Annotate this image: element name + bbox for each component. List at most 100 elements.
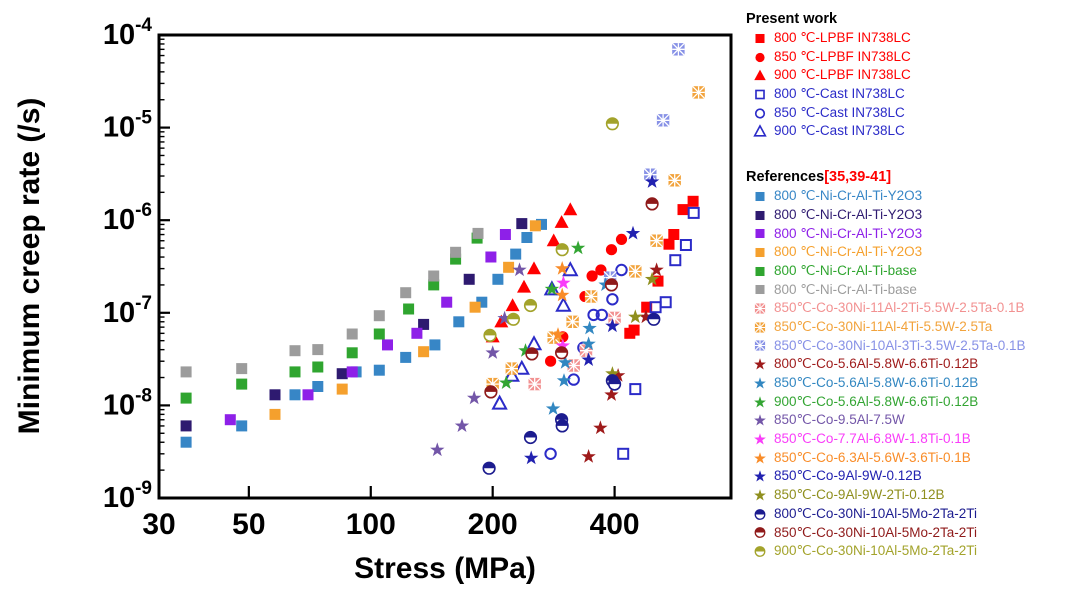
series-15 (581, 262, 664, 463)
legend-item-label: 800 ℃-Ni-Cr-Al-Ti-base (774, 262, 917, 278)
x-tick-label: 50 (232, 508, 265, 541)
square-marker-icon (746, 281, 774, 298)
series-21 (524, 174, 660, 465)
square-marker-icon (746, 319, 774, 336)
series-23 (482, 312, 661, 475)
legend-item-label: 850℃-Co-30Ni-10Al-3Ti-3.5W-2.5Ta-0.1B (774, 337, 1026, 353)
legend-item-label: 900℃-Co-30Ni-10Al-5Mo-2Ta-2Ti (774, 543, 977, 559)
legend-group-title-text: References (746, 169, 825, 186)
series-19 (555, 275, 571, 352)
triangle-marker-icon (746, 123, 774, 140)
legend-item-label: 800 ℃-Ni-Cr-Al-Ti-Y2O3 (774, 188, 923, 204)
legend-item-label: 850℃-Co-30Ni-10Al-5Mo-2Ta-2Ti (774, 524, 977, 540)
square-marker-icon (746, 337, 774, 354)
y-tick-label: 10-5 (103, 108, 153, 144)
legend-item: 850℃-Co-9.5Al-7.5W (746, 411, 1080, 430)
legend-item: 850℃-Co-30Ni-10Al-5Mo-2Ta-2Ti (746, 524, 1080, 543)
x-axis-title: Stress (MPa) (354, 552, 536, 585)
legend-item: 900℃-Co-30Ni-10Al-5Mo-2Ta-2Ti (746, 542, 1080, 561)
legend-item-label: 800 ℃-Ni-Cr-Al-Ti-Y2O3 (774, 206, 923, 222)
series-3 (617, 206, 700, 460)
legend-item-label: 800 ℃-Ni-Cr-Al-Ti-base (774, 281, 917, 297)
legend-item-label: 800℃-Co-5.6Al-5.8W-6.6Ti-0.12B (774, 356, 979, 372)
series-8 (224, 229, 511, 426)
legend-item: 800 ℃-Cast IN738LC (746, 85, 1080, 104)
circle-marker-icon (746, 524, 774, 541)
series-12 (528, 311, 622, 391)
legend-item: 850℃-Co-6.3Al-5.6W-3.6Ti-0.1B (746, 449, 1080, 468)
legend-item: 800 ℃-Ni-Cr-Al-Ti-Y2O3 (746, 206, 1080, 225)
star-marker-icon (746, 356, 774, 373)
legend-item: 850℃-Co-9Al-9W-2Ti-0.12B (746, 486, 1080, 505)
legend-group-title-text: Present work (746, 11, 838, 27)
series-20 (550, 261, 570, 341)
legend-item-label: 850℃-Co-9Al-9W-2Ti-0.12B (774, 487, 945, 503)
x-tick-label: 400 (590, 508, 640, 541)
series-25 (483, 117, 620, 343)
square-marker-icon (746, 86, 774, 103)
star-marker-icon (746, 394, 774, 411)
series-14 (603, 42, 686, 285)
star-marker-icon (746, 487, 774, 504)
legend-item: 850 ℃-LPBF IN738LC (746, 48, 1080, 67)
legend-item: 900℃-Co-5.6Al-5.8W-6.6Ti-0.12B (746, 393, 1080, 412)
legend-item-label: 800 ℃-Ni-Cr-Al-Ti-Y2O3 (774, 244, 923, 260)
legend-group-title: Present work (746, 10, 1080, 29)
legend-item-label: 850 ℃-Cast IN738LC (774, 104, 905, 120)
series-24 (484, 197, 659, 399)
triangle-marker-icon (746, 67, 774, 84)
series-17 (499, 240, 586, 389)
circle-marker-icon (746, 105, 774, 122)
series-13 (486, 85, 706, 391)
legend-item-label: 850℃-Co-6.3Al-5.6W-3.6Ti-0.1B (774, 449, 971, 465)
y-axis-title: Minimum creep rate (/s) (13, 97, 46, 435)
legend-item: 850℃-Co-5.6Al-5.8W-6.6Ti-0.12B (746, 374, 1080, 393)
square-marker-icon (746, 225, 774, 242)
legend-item: 850℃-Co-30Ni-10Al-3Ti-3.5W-2.5Ta-0.1B (746, 337, 1080, 356)
legend-item-label: 850℃-Co-30Ni-11Al-2Ti-5.5W-2.5Ta-0.1B (774, 300, 1025, 316)
legend-item-label: 800 ℃-Cast IN738LC (774, 86, 905, 102)
legend-item-label: 900 ℃-Cast IN738LC (774, 123, 905, 139)
legend-item: 800 ℃-Ni-Cr-Al-Ti-base (746, 281, 1080, 300)
legend-item: 800 ℃-Ni-Cr-Al-Ti-Y2O3 (746, 187, 1080, 206)
legend-item: 850℃-Co-7.7Al-6.8W-1.8Ti-0.1B (746, 430, 1080, 449)
legend-item: 900 ℃-Cast IN738LC (746, 122, 1080, 141)
legend-group-title: References[35,39-41] (746, 168, 1080, 187)
x-tick-label: 100 (346, 508, 396, 541)
legend-item-label: 850℃-Co-30Ni-11Al-4Ti-5.5W-2.5Ta (774, 318, 993, 334)
legend-item: 850℃-Co-30Ni-11Al-2Ti-5.5W-2.5Ta-0.1B (746, 299, 1080, 318)
y-tick-label: 10-4 (103, 15, 153, 51)
series-5 (491, 261, 579, 410)
legend-item: 850 ℃-Cast IN738LC (746, 104, 1080, 123)
legend-item-label: 850℃-Co-5.6Al-5.8W-6.6Ti-0.12B (774, 375, 979, 390)
circle-marker-icon (746, 543, 774, 560)
legend-item: 800 ℃-Ni-Cr-Al-Ti-base (746, 262, 1080, 281)
legend-item: 800℃-Co-5.6Al-5.8W-6.6Ti-0.12B (746, 355, 1080, 374)
y-tick-label: 10-8 (103, 385, 152, 421)
plot-frame (157, 33, 733, 500)
series-11 (180, 227, 484, 378)
circle-marker-icon (746, 506, 774, 523)
series-10 (180, 232, 483, 404)
star-marker-icon (746, 450, 774, 467)
legend-item-label: 800 ℃-Ni-Cr-Al-Ti-Y2O3 (774, 225, 923, 241)
legend-item-label: 800℃-Co-30Ni-10Al-5Mo-2Ta-2Ti (774, 505, 977, 521)
square-marker-icon (746, 30, 774, 47)
series-18 (430, 262, 527, 457)
legend-item: 800 ℃-Ni-Cr-Al-Ti-Y2O3 (746, 225, 1080, 244)
legend-item: 850℃-Co-9Al-9W-0.12B (746, 467, 1080, 486)
legend-item-label: 900 ℃-LPBF IN738LC (774, 67, 911, 83)
legend-item: 850℃-Co-30Ni-11Al-4Ti-5.5W-2.5Ta (746, 318, 1080, 337)
legend-item: 800 ℃-Ni-Cr-Al-Ti-Y2O3 (746, 243, 1080, 262)
series-9 (269, 220, 541, 420)
legend-item-label: 850℃-Co-9.5Al-7.5W (774, 412, 905, 428)
x-tick-label: 30 (142, 508, 175, 541)
legend-item: 900 ℃-LPBF IN738LC (746, 66, 1080, 85)
square-marker-icon (746, 188, 774, 205)
legend-references-range: [35,39-41] (824, 169, 892, 186)
star-marker-icon (746, 375, 774, 392)
x-tick-label: 200 (468, 508, 518, 541)
star-marker-icon (746, 431, 774, 448)
